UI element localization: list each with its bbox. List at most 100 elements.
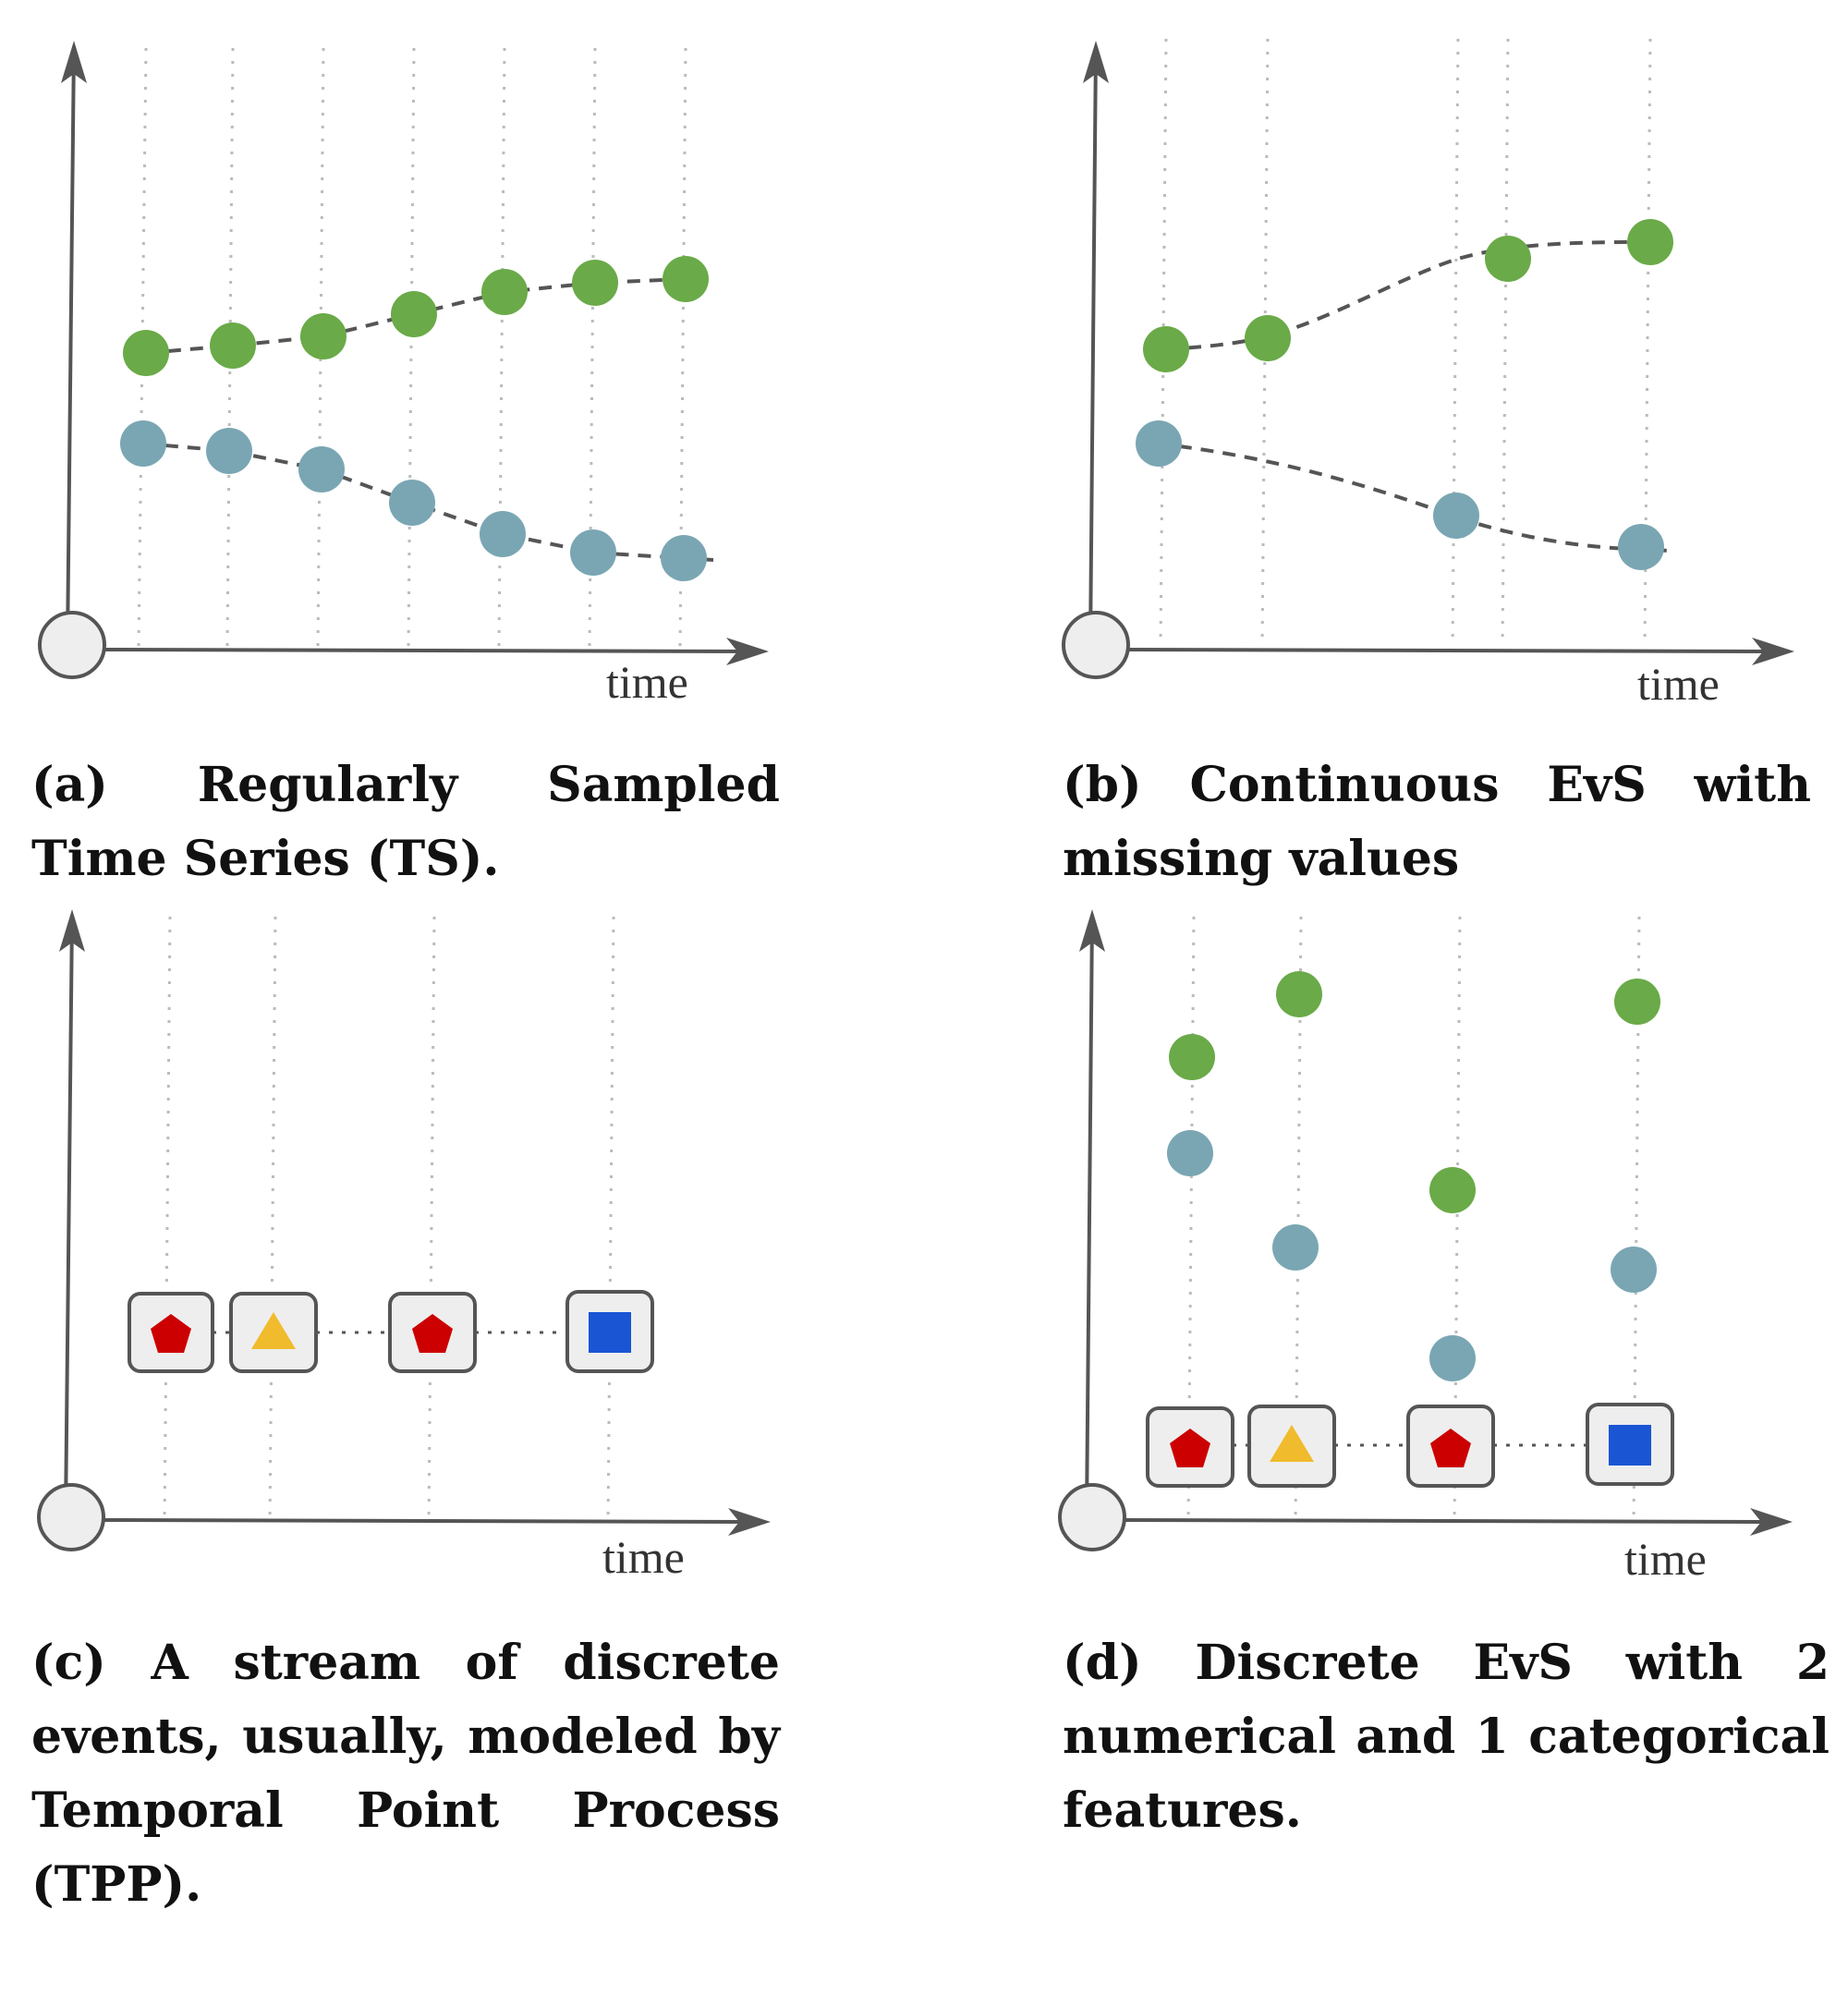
panel-b-x-axis xyxy=(1125,648,1775,653)
panel-c-gridlines xyxy=(163,916,615,1526)
event-marker xyxy=(1586,1403,1674,1486)
series-green-line xyxy=(145,275,714,355)
data-point xyxy=(1429,1335,1476,1381)
data-point xyxy=(1614,979,1660,1025)
data-point xyxy=(663,256,709,302)
series-green-line xyxy=(1165,240,1663,351)
data-point xyxy=(1167,1130,1213,1176)
panel-b-y-axis xyxy=(1088,45,1098,648)
arrow-up-icon xyxy=(1083,41,1109,83)
panel-a-x-axis xyxy=(99,648,749,653)
pentagon-icon xyxy=(1430,1429,1471,1467)
arrow-right-icon xyxy=(1752,638,1794,665)
panel-d-y-axis xyxy=(1085,914,1094,1518)
origin-circle xyxy=(38,611,106,679)
data-point xyxy=(1169,1034,1215,1080)
event-marker xyxy=(1247,1405,1336,1488)
arrow-up-icon xyxy=(61,41,87,83)
event-marker xyxy=(565,1290,654,1373)
arrow-right-icon xyxy=(1750,1508,1793,1536)
series-teal-points xyxy=(120,420,707,581)
panel-c: time xyxy=(37,909,771,1583)
panel-a-x-axis-label: time xyxy=(606,656,688,708)
arrow-right-icon xyxy=(726,638,769,665)
series-teal-line xyxy=(1156,442,1670,553)
data-point xyxy=(391,291,437,337)
event-marker xyxy=(1146,1406,1234,1488)
data-point xyxy=(480,511,526,557)
panel-c-y-axis xyxy=(64,914,74,1518)
data-point xyxy=(1245,315,1291,361)
arrow-up-icon xyxy=(1079,909,1105,952)
panel-b: time xyxy=(1062,38,1794,710)
gridline xyxy=(427,916,436,1526)
data-point xyxy=(210,322,256,369)
gridline xyxy=(163,916,172,1526)
origin-circle xyxy=(1062,611,1130,679)
square-icon xyxy=(1609,1425,1651,1466)
triangle-icon xyxy=(1270,1425,1314,1462)
data-point xyxy=(1618,524,1664,570)
event-marker xyxy=(229,1292,318,1373)
data-point xyxy=(123,330,169,376)
data-point xyxy=(661,535,707,581)
data-point xyxy=(481,269,528,315)
panel-d-x-axis-label: time xyxy=(1624,1533,1707,1585)
data-point xyxy=(1276,971,1322,1017)
gridline xyxy=(588,47,597,648)
event-marker xyxy=(388,1292,477,1373)
gridline xyxy=(678,47,687,648)
gridline xyxy=(1501,38,1510,648)
gridline xyxy=(1260,38,1270,648)
panel-d-x-axis xyxy=(1125,1518,1773,1524)
panel-d: time xyxy=(1058,909,1793,1585)
data-point xyxy=(1429,1167,1476,1213)
pentagon-icon xyxy=(1170,1429,1210,1467)
series-green-points xyxy=(1169,971,1660,1213)
data-point xyxy=(1627,219,1673,265)
gridline xyxy=(1159,38,1168,648)
origin-circle xyxy=(1058,1483,1126,1551)
triangle-icon xyxy=(251,1312,296,1349)
data-point xyxy=(298,446,345,493)
series-green-points xyxy=(123,256,709,376)
gridline xyxy=(1451,38,1460,648)
series-green-points xyxy=(1143,219,1673,372)
panel-a: time xyxy=(38,41,769,708)
panel-b-caption: (b) Continuous EvS with missing values xyxy=(1063,757,1811,887)
square-icon xyxy=(589,1312,631,1353)
panel-b-x-axis-label: time xyxy=(1637,658,1720,710)
gridline xyxy=(497,47,506,648)
event-marker xyxy=(128,1292,214,1373)
panel-a-y-axis xyxy=(66,45,76,648)
gridline xyxy=(606,916,615,1526)
panel-d-caption: (d) Discrete EvS with 2 numerical and 1 … xyxy=(1063,1635,1830,1839)
event-marker xyxy=(1406,1405,1495,1488)
data-point xyxy=(206,428,252,474)
arrow-up-icon xyxy=(59,909,85,952)
data-point xyxy=(1433,493,1479,539)
data-point xyxy=(1272,1224,1319,1271)
gridline xyxy=(268,916,277,1526)
series-teal-points xyxy=(1136,420,1664,570)
series-teal-points xyxy=(1167,1130,1657,1381)
data-point xyxy=(300,313,346,359)
origin-circle xyxy=(37,1483,105,1551)
panel-c-caption: (c) A stream of discrete events, usually… xyxy=(31,1635,780,1913)
data-point xyxy=(1485,236,1531,282)
data-point xyxy=(1611,1247,1657,1293)
panel-c-x-axis-label: time xyxy=(602,1531,685,1583)
pentagon-icon xyxy=(151,1314,191,1353)
data-point xyxy=(120,420,166,467)
data-point xyxy=(570,529,616,576)
pentagon-icon xyxy=(412,1314,453,1353)
panel-c-x-axis xyxy=(103,1518,751,1524)
data-point xyxy=(1136,420,1182,467)
panel-a-caption: (a) Regularly Sampled Time Series (TS). xyxy=(31,757,780,887)
data-point xyxy=(389,480,435,526)
arrow-right-icon xyxy=(728,1508,771,1536)
data-point xyxy=(572,260,618,306)
gridline xyxy=(407,47,416,648)
data-point xyxy=(1143,326,1189,372)
